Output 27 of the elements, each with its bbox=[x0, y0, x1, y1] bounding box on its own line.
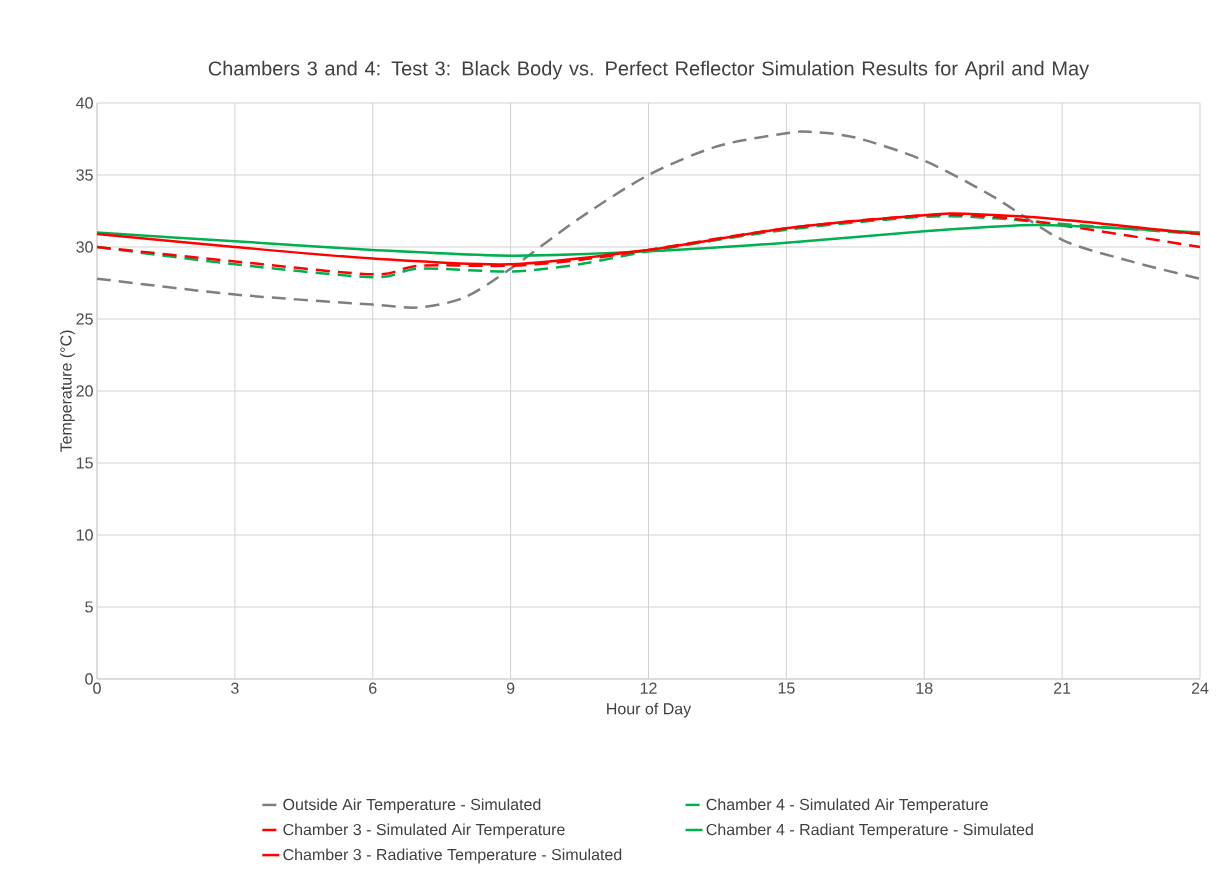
x-tick-label: 6 bbox=[369, 682, 377, 694]
x-tick-label: 24 bbox=[1191, 682, 1209, 694]
x-tick-label: 0 bbox=[93, 682, 101, 694]
y-tick-label: 30 bbox=[76, 241, 93, 253]
x-tick-label: 12 bbox=[640, 682, 657, 694]
y-tick-label: 5 bbox=[85, 601, 93, 613]
x-tick-label: 3 bbox=[231, 682, 239, 694]
legend-label: Chamber 3 - Radiative Temperature - Simulated bbox=[283, 848, 622, 864]
line-series bbox=[95, 130, 1202, 309]
x-tick-label: 21 bbox=[1054, 682, 1071, 694]
y-axis-title: Temperature (°C) bbox=[59, 330, 75, 453]
y-tick-label: 25 bbox=[76, 313, 93, 325]
y-tick-label: 0 bbox=[85, 673, 93, 685]
chart-title: Chambers 3 and 4: Test 3: Black Body vs. Perfect Reflector Simulation Results for April and May bbox=[208, 60, 1090, 80]
legend-label: Chamber 4 - Simulated Air Temperature bbox=[706, 798, 988, 814]
y-tick-label: 40 bbox=[76, 97, 93, 109]
x-tick-label: 15 bbox=[778, 682, 795, 694]
legend-label: Chamber 4 - Radiant Temperature - Simulated bbox=[706, 823, 1033, 839]
y-tick-label: 35 bbox=[76, 169, 93, 181]
x-tick-label: 18 bbox=[916, 682, 933, 694]
legend-label: Outside Air Temperature - Simulated bbox=[283, 798, 541, 814]
y-tick-label: 20 bbox=[76, 385, 93, 397]
y-tick-label: 15 bbox=[76, 457, 93, 469]
x-tick-label: 9 bbox=[506, 682, 515, 694]
y-tick-label: 10 bbox=[76, 529, 93, 541]
legend-label: Chamber 3 - Simulated Air Temperature bbox=[283, 823, 565, 839]
x-axis-title: Hour of Day bbox=[607, 702, 692, 718]
